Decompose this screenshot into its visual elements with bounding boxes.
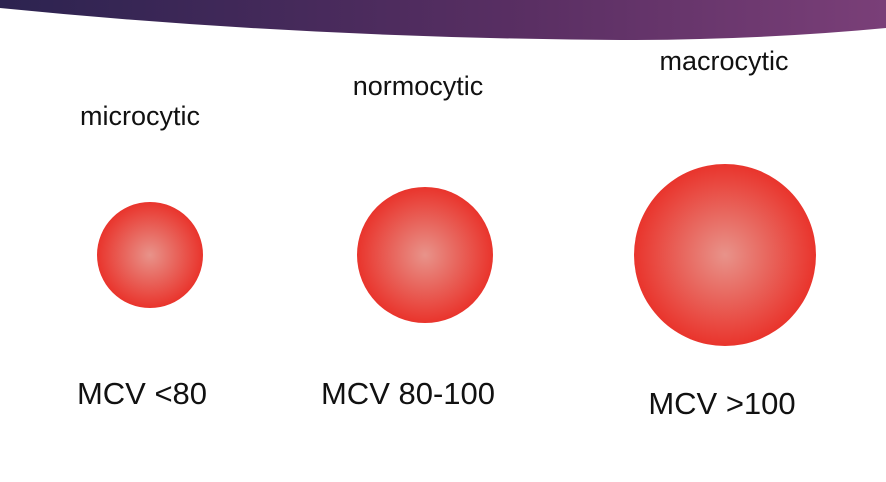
header-band	[0, 0, 886, 40]
cell-macrocytic: macrocytic MCV >100	[634, 46, 816, 421]
cell-mcv: MCV 80-100	[321, 376, 495, 411]
cell-circle	[97, 202, 203, 308]
cell-microcytic: microcytic MCV <80	[77, 101, 207, 411]
cell-circle	[634, 164, 816, 346]
cell-normocytic: normocytic MCV 80-100	[321, 71, 495, 411]
cell-mcv: MCV <80	[77, 376, 207, 411]
cell-label: macrocytic	[659, 46, 788, 76]
cell-label: microcytic	[80, 101, 200, 131]
cell-label: normocytic	[353, 71, 484, 101]
cell-circle	[357, 187, 493, 323]
cell-mcv: MCV >100	[648, 386, 795, 421]
